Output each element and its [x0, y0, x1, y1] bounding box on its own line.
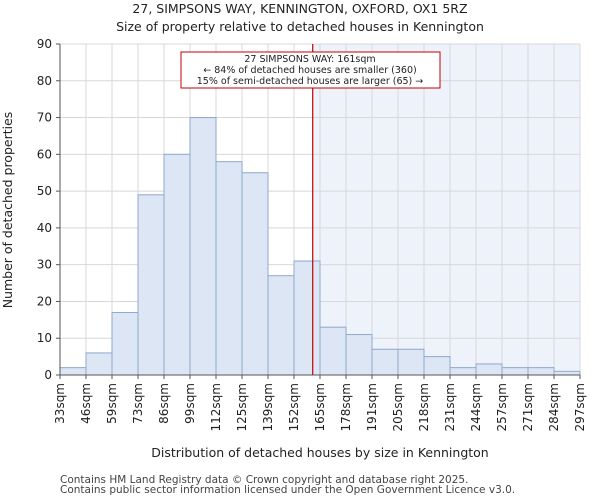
histogram-bar: [59, 367, 87, 376]
histogram-bar: [553, 370, 581, 376]
histogram-bar: [293, 260, 321, 376]
y-tick-label: 50: [37, 184, 52, 198]
y-tick-label: 0: [44, 368, 52, 382]
y-tick-label: 60: [37, 147, 52, 161]
y-tick-label: 70: [37, 111, 52, 125]
y-tick-label: 80: [37, 74, 52, 88]
x-tick-label: 218sqm: [417, 383, 431, 431]
histogram-bar: [475, 363, 503, 376]
annotation-line-3: 15% of semi-detached houses are larger (…: [197, 76, 424, 87]
annotation-line-1: 27 SIMPSONS WAY: 161sqm: [244, 54, 375, 65]
histogram-bar: [319, 326, 347, 376]
x-tick-label: 152sqm: [287, 383, 301, 431]
chart-subtitle: Size of property relative to detached ho…: [116, 19, 484, 34]
histogram-bar: [189, 117, 217, 376]
histogram-bar: [423, 356, 451, 376]
x-tick-label: 125sqm: [235, 383, 249, 431]
histogram-bar: [241, 172, 269, 376]
histogram-bar: [501, 367, 529, 376]
histogram-bar: [449, 367, 477, 376]
x-tick-label: 244sqm: [469, 383, 483, 431]
y-tick-label: 10: [37, 331, 52, 345]
x-tick-label: 257sqm: [495, 383, 509, 431]
x-tick-label: 33sqm: [53, 383, 67, 424]
x-tick-label: 205sqm: [391, 383, 405, 431]
x-axis-label: Distribution of detached houses by size …: [151, 445, 488, 460]
histogram-bar: [267, 275, 295, 376]
x-tick-label: 73sqm: [131, 383, 145, 424]
x-tick-label: 271sqm: [521, 383, 535, 431]
chart-title: 27, SIMPSONS WAY, KENNINGTON, OXFORD, OX…: [132, 1, 467, 16]
histogram-bar: [163, 153, 191, 376]
y-tick-label: 40: [37, 221, 52, 235]
histogram-bar: [371, 348, 399, 376]
x-tick-label: 231sqm: [443, 383, 457, 431]
histogram-bar: [345, 334, 373, 376]
footer-licence: Contains public sector information licen…: [60, 484, 516, 496]
x-tick-label: 112sqm: [209, 383, 223, 431]
y-tick-label: 30: [37, 258, 52, 272]
x-tick-label: 86sqm: [157, 383, 171, 424]
histogram-bar: [215, 161, 243, 376]
histogram-bar: [137, 194, 165, 376]
histogram-bar: [397, 348, 425, 376]
x-tick-label: 46sqm: [79, 383, 93, 424]
annotation-box: [180, 51, 441, 89]
x-tick-label: 165sqm: [313, 383, 327, 431]
histogram-bar: [111, 311, 139, 376]
histogram-bar: [85, 352, 113, 376]
x-tick-label: 191sqm: [365, 383, 379, 431]
annotation-line-2: ← 84% of detached houses are smaller (36…: [203, 65, 416, 76]
x-tick-label: 59sqm: [105, 383, 119, 424]
y-tick-label: 20: [37, 294, 52, 308]
histogram-bar: [527, 367, 555, 376]
y-axis-label: Number of detached properties: [0, 112, 15, 309]
y-tick-label: 90: [37, 37, 52, 51]
highlight-region: [312, 44, 580, 375]
footer-copyright: Contains HM Land Registry data © Crown c…: [60, 474, 469, 486]
x-tick-label: 139sqm: [261, 383, 275, 431]
x-tick-label: 284sqm: [547, 383, 561, 431]
x-tick-label: 297sqm: [573, 383, 587, 431]
x-tick-label: 178sqm: [339, 383, 353, 431]
x-tick-label: 99sqm: [183, 383, 197, 424]
